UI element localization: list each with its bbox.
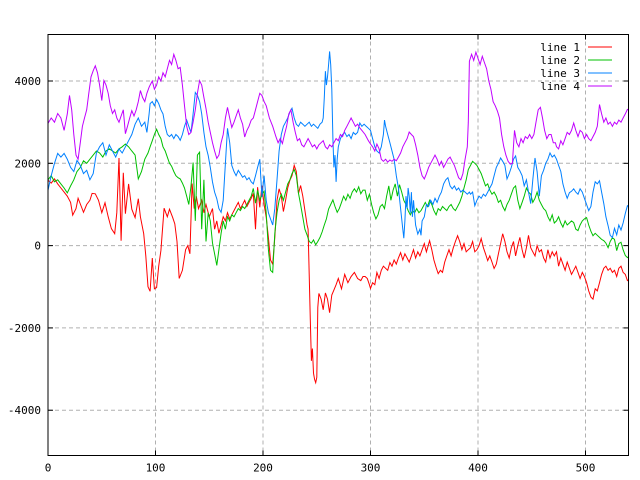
x-tick-label: 300 (361, 462, 381, 475)
grid-lines (48, 34, 629, 456)
legend-label: line 4 (540, 80, 580, 93)
y-tick-label: -4000 (8, 404, 41, 417)
y-tick-label: 2000 (15, 157, 42, 170)
y-tick-label: -2000 (8, 322, 41, 335)
series-lines (48, 50, 629, 385)
legend-label: line 2 (540, 54, 580, 67)
legend-label: line 3 (540, 67, 580, 80)
plot-border (47, 34, 629, 456)
x-tick-label: 500 (576, 462, 596, 475)
x-tick-label: 0 (45, 462, 52, 475)
x-tick-label: 400 (468, 462, 488, 475)
y-tick-label: 4000 (15, 75, 42, 88)
series-line-2 (48, 127, 629, 274)
series-line-3 (48, 51, 629, 239)
axis-labels: -4000 -2000 0 2000 4000 0 100 200 300 400 500 (8, 75, 596, 474)
legend-label: line 1 (540, 41, 580, 54)
y-tick-label: 0 (34, 240, 41, 253)
series-line-1 (48, 157, 629, 385)
x-tick-label: 200 (253, 462, 273, 475)
x-tick-label: 100 (146, 462, 166, 475)
series-line-4 (48, 50, 629, 181)
